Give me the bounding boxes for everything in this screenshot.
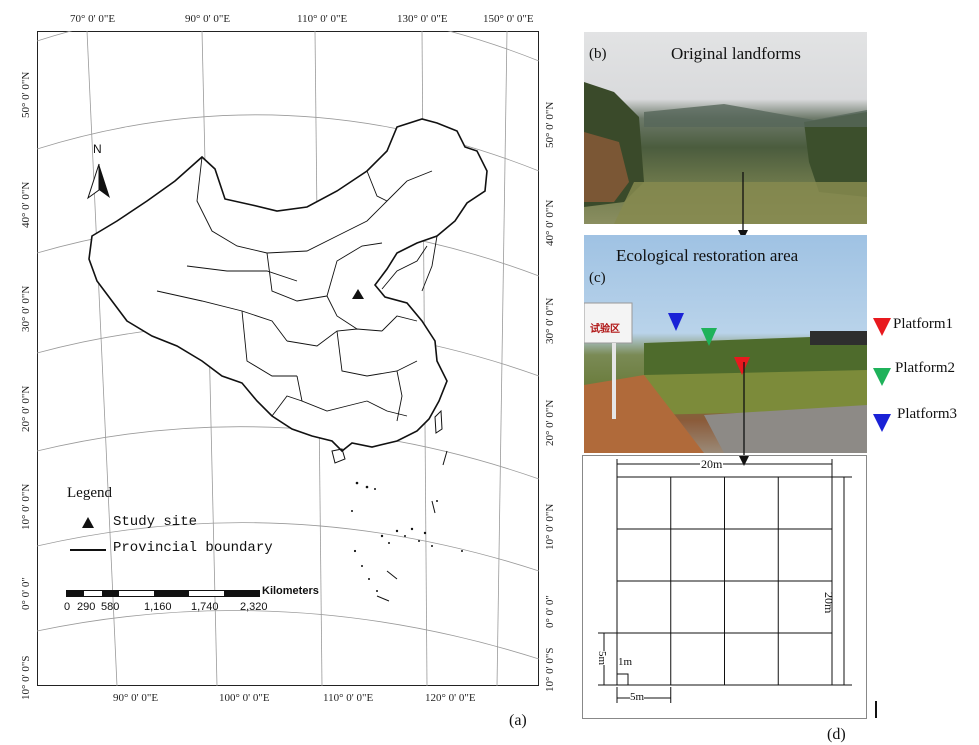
cursor-mark — [875, 701, 877, 718]
provincial-boundaries — [156, 156, 438, 422]
map-frame — [37, 31, 539, 686]
legend-boundary-label: Provincial boundary — [113, 540, 273, 556]
platform2-marker — [701, 328, 717, 346]
platform1-legend-icon — [873, 318, 891, 336]
right-coord-label: 40° 0' 0"N — [544, 199, 556, 246]
photo-c-title: Ecological restoration area — [616, 246, 799, 265]
north-label: N — [93, 142, 102, 156]
left-coord-label: 10° 0' 0"N — [20, 483, 32, 530]
platform3-legend-icon — [873, 414, 891, 432]
left-coord-label: 10° 0' 0"S — [20, 655, 32, 701]
nine-dash-line — [376, 595, 390, 602]
bottom-coord-label: 110° 0' 0"E — [323, 692, 374, 704]
platform2-label: Platform2 — [895, 360, 955, 376]
scale-tick-label: 2,320 — [240, 601, 268, 613]
right-coord-label: 10° 0' 0"N — [544, 503, 556, 550]
right-coord-label: 20° 0' 0"N — [544, 399, 556, 446]
top-coord-label: 70° 0' 0"E — [70, 13, 116, 25]
arrow-down-icon — [739, 362, 749, 466]
grid-sub-width-label: 5m — [630, 691, 645, 703]
bottom-coord-label: 90° 0' 0"E — [113, 692, 159, 704]
scale-tick-label: 1,160 — [144, 601, 172, 613]
grid-height-label: 20m — [822, 592, 836, 614]
left-coord-label: 40° 0' 0"N — [20, 181, 32, 228]
left-coord-label: 0° 0' 0" — [20, 577, 32, 610]
left-coord-label: 20° 0' 0"N — [20, 385, 32, 432]
taiwan-island — [434, 409, 443, 434]
panel-label-c: (c) — [589, 270, 606, 286]
panel-label-a: (a) — [509, 712, 527, 729]
scale-unit-label: Kilometers — [262, 585, 319, 597]
quadrat-label: 1m — [618, 656, 633, 668]
china-map — [37, 31, 539, 686]
photo-original-landforms: (b) Original landforms — [584, 32, 867, 224]
plot-grid-diagram — [598, 459, 852, 703]
china-outline — [88, 118, 488, 453]
bottom-coord-label: 100° 0' 0"E — [219, 692, 270, 704]
legend-study-site-label: Study site — [113, 514, 198, 530]
scale-tick-label: 1,740 — [191, 601, 219, 613]
right-coord-label: 50° 0' 0"N — [544, 101, 556, 148]
right-coord-label: 30° 0' 0"N — [544, 297, 556, 344]
top-coord-label: 150° 0' 0"E — [483, 13, 534, 25]
scale-bar — [66, 590, 260, 597]
bottom-coord-label: 120° 0' 0"E — [425, 692, 476, 704]
boundary-legend-line — [70, 549, 106, 551]
grid-width-label: 20m — [700, 457, 724, 472]
grid-sub-height-label: 5m — [596, 651, 608, 666]
platform3-marker — [668, 313, 684, 331]
top-coord-label: 110° 0' 0"E — [297, 13, 348, 25]
photo-b-title: Original landforms — [671, 44, 801, 63]
top-coord-label: 130° 0' 0"E — [397, 13, 448, 25]
study-site-marker — [352, 289, 364, 299]
left-coord-label: 50° 0' 0"N — [20, 71, 32, 118]
scale-tick-label: 0 — [64, 601, 71, 613]
scale-tick-label: 290 — [77, 601, 96, 613]
arrow-down-icon — [738, 172, 748, 240]
right-coord-label: 10° 0' 0"S — [544, 647, 556, 693]
panel-label-d: (d) — [827, 726, 846, 743]
north-arrow-icon — [87, 163, 110, 200]
scale-tick-label: 580 — [101, 601, 120, 613]
legend-title: Legend — [67, 485, 112, 501]
right-coord-label: 0° 0' 0" — [544, 595, 556, 628]
study-site-legend-icon — [82, 517, 94, 528]
nine-dash-line — [431, 500, 436, 514]
nine-dash-line — [442, 450, 448, 466]
platform1-label: Platform1 — [893, 316, 953, 332]
platform1-marker — [734, 357, 750, 375]
platform2-legend-icon — [873, 368, 891, 386]
south-sea-islands — [351, 481, 463, 592]
platform3-label: Platform3 — [897, 406, 957, 422]
grid-diagram-frame — [582, 455, 867, 719]
photo-restoration-area: 试验区 (c) Ecological restoration area — [584, 235, 867, 453]
left-coord-label: 30° 0' 0"N — [20, 285, 32, 332]
panel-label-b: (b) — [589, 46, 607, 62]
hainan-island — [331, 448, 346, 464]
nine-dash-line — [386, 570, 398, 580]
top-coord-label: 90° 0' 0"E — [185, 13, 231, 25]
sign-text: 试验区 — [590, 324, 620, 335]
